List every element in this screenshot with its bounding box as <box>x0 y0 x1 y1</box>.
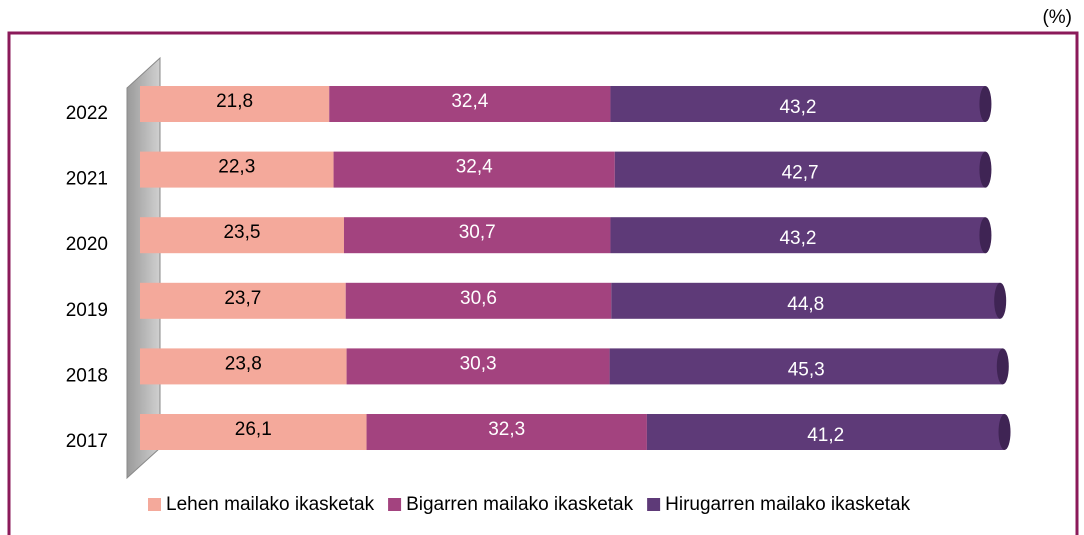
bar-segment <box>614 151 986 188</box>
value-label: 44,8 <box>787 294 824 315</box>
y-tick-label: 2017 <box>66 431 108 452</box>
y-tick-label: 2021 <box>66 169 108 190</box>
value-label: 43,2 <box>779 228 816 249</box>
value-label: 23,7 <box>224 288 261 309</box>
value-label: 21,8 <box>216 91 253 112</box>
bar-segment <box>345 282 612 319</box>
bar-end <box>996 348 1009 385</box>
value-label: 32,4 <box>456 157 493 178</box>
bar-segment <box>140 282 346 319</box>
value-label: 32,4 <box>451 91 488 112</box>
bar-segment <box>366 414 647 450</box>
value-label: 42,7 <box>782 163 819 184</box>
bar-end <box>998 414 1011 450</box>
bar-segment <box>343 217 611 254</box>
value-label: 30,3 <box>460 353 497 374</box>
bar-segment <box>609 348 1003 385</box>
bar-end <box>979 151 992 188</box>
legend-swatch <box>148 498 161 511</box>
value-label: 23,8 <box>225 353 262 374</box>
value-label: 23,5 <box>223 222 260 243</box>
bar-segment <box>346 348 610 385</box>
y-tick-label: 2022 <box>66 103 108 124</box>
bar-segment <box>140 217 344 254</box>
bar-segment <box>611 282 1001 319</box>
y-tick-label: 2018 <box>66 365 108 386</box>
value-label: 41,2 <box>807 425 844 446</box>
value-label: 45,3 <box>788 359 825 380</box>
bar-segment <box>140 414 367 450</box>
value-label: 43,2 <box>779 97 816 118</box>
value-label: 30,6 <box>460 288 497 309</box>
legend-label: Lehen mailako ikasketak <box>166 494 375 515</box>
y-tick-label: 2019 <box>66 300 108 321</box>
bar-segment <box>610 86 986 122</box>
bar-segment <box>140 348 347 385</box>
bar-end <box>979 86 992 122</box>
unit-label: (%) <box>1042 7 1072 28</box>
bar-segment <box>333 151 615 188</box>
legend-swatch <box>647 498 661 511</box>
legend-label: Bigarren mailako ikasketak <box>406 494 634 515</box>
legend-label: Hirugarren mailako ikasketak <box>665 494 910 515</box>
bar-segment <box>329 86 611 122</box>
value-label: 32,3 <box>488 419 525 440</box>
value-label: 22,3 <box>218 157 255 178</box>
bar-end <box>994 282 1007 319</box>
value-label: 30,7 <box>459 222 496 243</box>
bar-segment <box>646 414 1005 450</box>
bar-segment <box>610 217 986 254</box>
bar-end <box>979 217 992 254</box>
bar-segment <box>140 86 330 122</box>
y-tick-label: 2020 <box>66 234 108 255</box>
frame <box>7 31 1079 535</box>
value-label: 26,1 <box>235 419 272 440</box>
legend-swatch <box>388 498 402 511</box>
bar-segment <box>140 151 334 188</box>
